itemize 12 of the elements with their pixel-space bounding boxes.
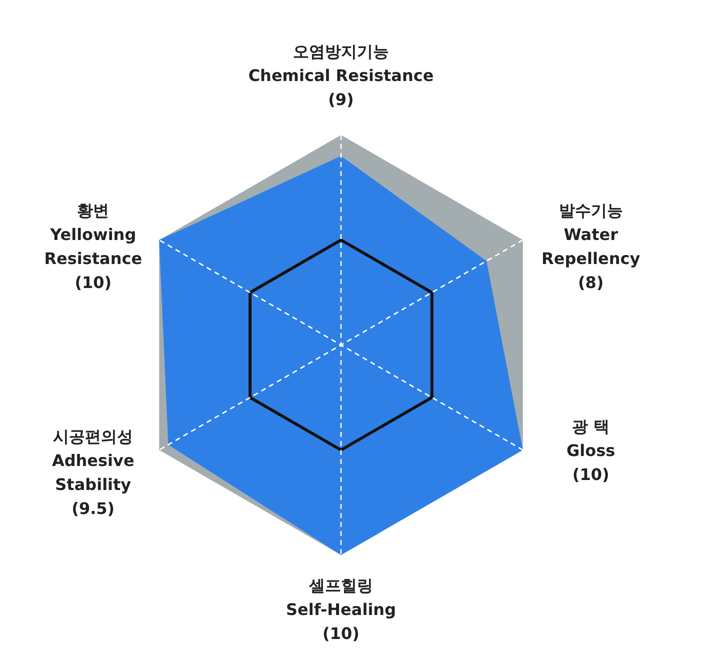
text: (9.5) (72, 499, 115, 518)
text: (10) (572, 465, 610, 484)
spoke-label: 광 택 Gloss (566, 417, 616, 460)
spoke-label: 오염방지기능 Chemical Resistance (248, 42, 434, 85)
text: (8) (578, 273, 604, 292)
text: (10) (74, 273, 112, 292)
spoke-label: 시공편의성 Adhesive Stability (52, 427, 134, 494)
text: (9) (328, 90, 354, 109)
text: (10) (322, 624, 360, 643)
spoke-label: 발수기능 Water Repellency (542, 201, 641, 268)
spoke-label: 셀프힐링 Self-Healing (286, 576, 396, 619)
spoke-label: 황변 Yellowing Resistance (44, 201, 142, 268)
